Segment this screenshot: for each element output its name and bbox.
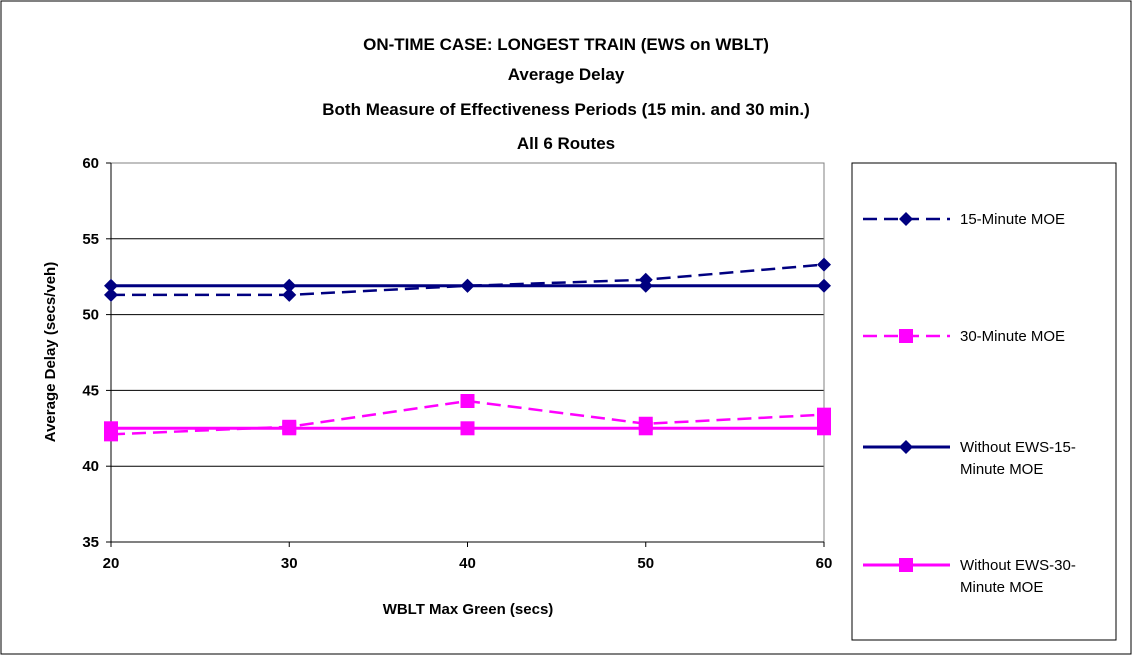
data-point — [817, 257, 831, 272]
y-axis-title: Average Delay (secs/veh) — [42, 262, 59, 442]
chart-title-line-3: Both Measure of Effectiveness Periods (1… — [322, 100, 809, 119]
series-layer — [104, 257, 831, 442]
legend-label: Minute MOE — [960, 579, 1043, 596]
legend-marker — [899, 440, 913, 454]
data-point — [460, 394, 475, 409]
data-point — [817, 421, 831, 436]
legend: 15-Minute MOE 30-Minute MOE Without EWS-15… — [863, 211, 1076, 596]
chart-title-line-1: ON-TIME CASE: LONGEST TRAIN (EWS on WBLT… — [363, 35, 769, 54]
legend-label: Without EWS-15- — [960, 439, 1076, 456]
chart-title-line-4: All 6 Routes — [517, 134, 615, 153]
y-tick-label: 35 — [82, 534, 99, 551]
y-tick-label: 40 — [82, 458, 99, 475]
series-2 — [104, 394, 831, 442]
legend-item: Without EWS-15- Minute MOE — [863, 439, 1076, 478]
x-tick-label: 40 — [459, 555, 476, 572]
y-tick-label: 60 — [82, 155, 99, 172]
data-point — [460, 278, 475, 293]
y-tick-label: 50 — [82, 307, 99, 324]
data-point — [104, 427, 118, 442]
legend-item: 15-Minute MOE — [863, 211, 1065, 228]
gridlines — [111, 238, 824, 467]
data-point — [104, 287, 118, 302]
legend-item: 30-Minute MOE — [863, 328, 1065, 345]
legend-marker — [899, 558, 913, 572]
y-tick-label: 45 — [82, 382, 99, 399]
data-point — [282, 287, 297, 302]
data-point — [817, 278, 831, 293]
legend-label: Minute MOE — [960, 461, 1043, 478]
data-point — [817, 407, 831, 422]
x-tick-label: 50 — [637, 555, 654, 572]
legend-label: Without EWS-30- — [960, 557, 1076, 574]
chart-title-line-2: Average Delay — [508, 65, 625, 84]
data-point — [460, 421, 475, 436]
x-tick-label: 60 — [816, 555, 833, 572]
legend-label: 15-Minute MOE — [960, 211, 1065, 228]
data-point — [638, 416, 653, 431]
x-tick-label: 20 — [103, 555, 120, 572]
y-axis-ticks: 35 40 45 50 55 60 — [82, 155, 112, 551]
data-point — [282, 278, 297, 293]
legend-box — [851, 162, 1117, 641]
data-point — [638, 272, 653, 287]
series-1 — [104, 257, 831, 302]
chart-title: ON-TIME CASE: LONGEST TRAIN (EWS on WBLT… — [322, 35, 809, 153]
legend-marker — [899, 329, 913, 343]
legend-marker — [899, 212, 913, 226]
legend-item: Without EWS-30- Minute MOE — [863, 557, 1076, 596]
legend-label: 30-Minute MOE — [960, 328, 1065, 345]
data-point — [104, 278, 118, 293]
y-tick-label: 55 — [82, 231, 99, 248]
x-axis-title: WBLT Max Green (secs) — [383, 601, 554, 618]
x-tick-label: 30 — [281, 555, 298, 572]
data-point — [282, 419, 297, 434]
x-axis-ticks: 20 30 40 50 60 — [103, 541, 833, 572]
series-line — [111, 263, 825, 297]
